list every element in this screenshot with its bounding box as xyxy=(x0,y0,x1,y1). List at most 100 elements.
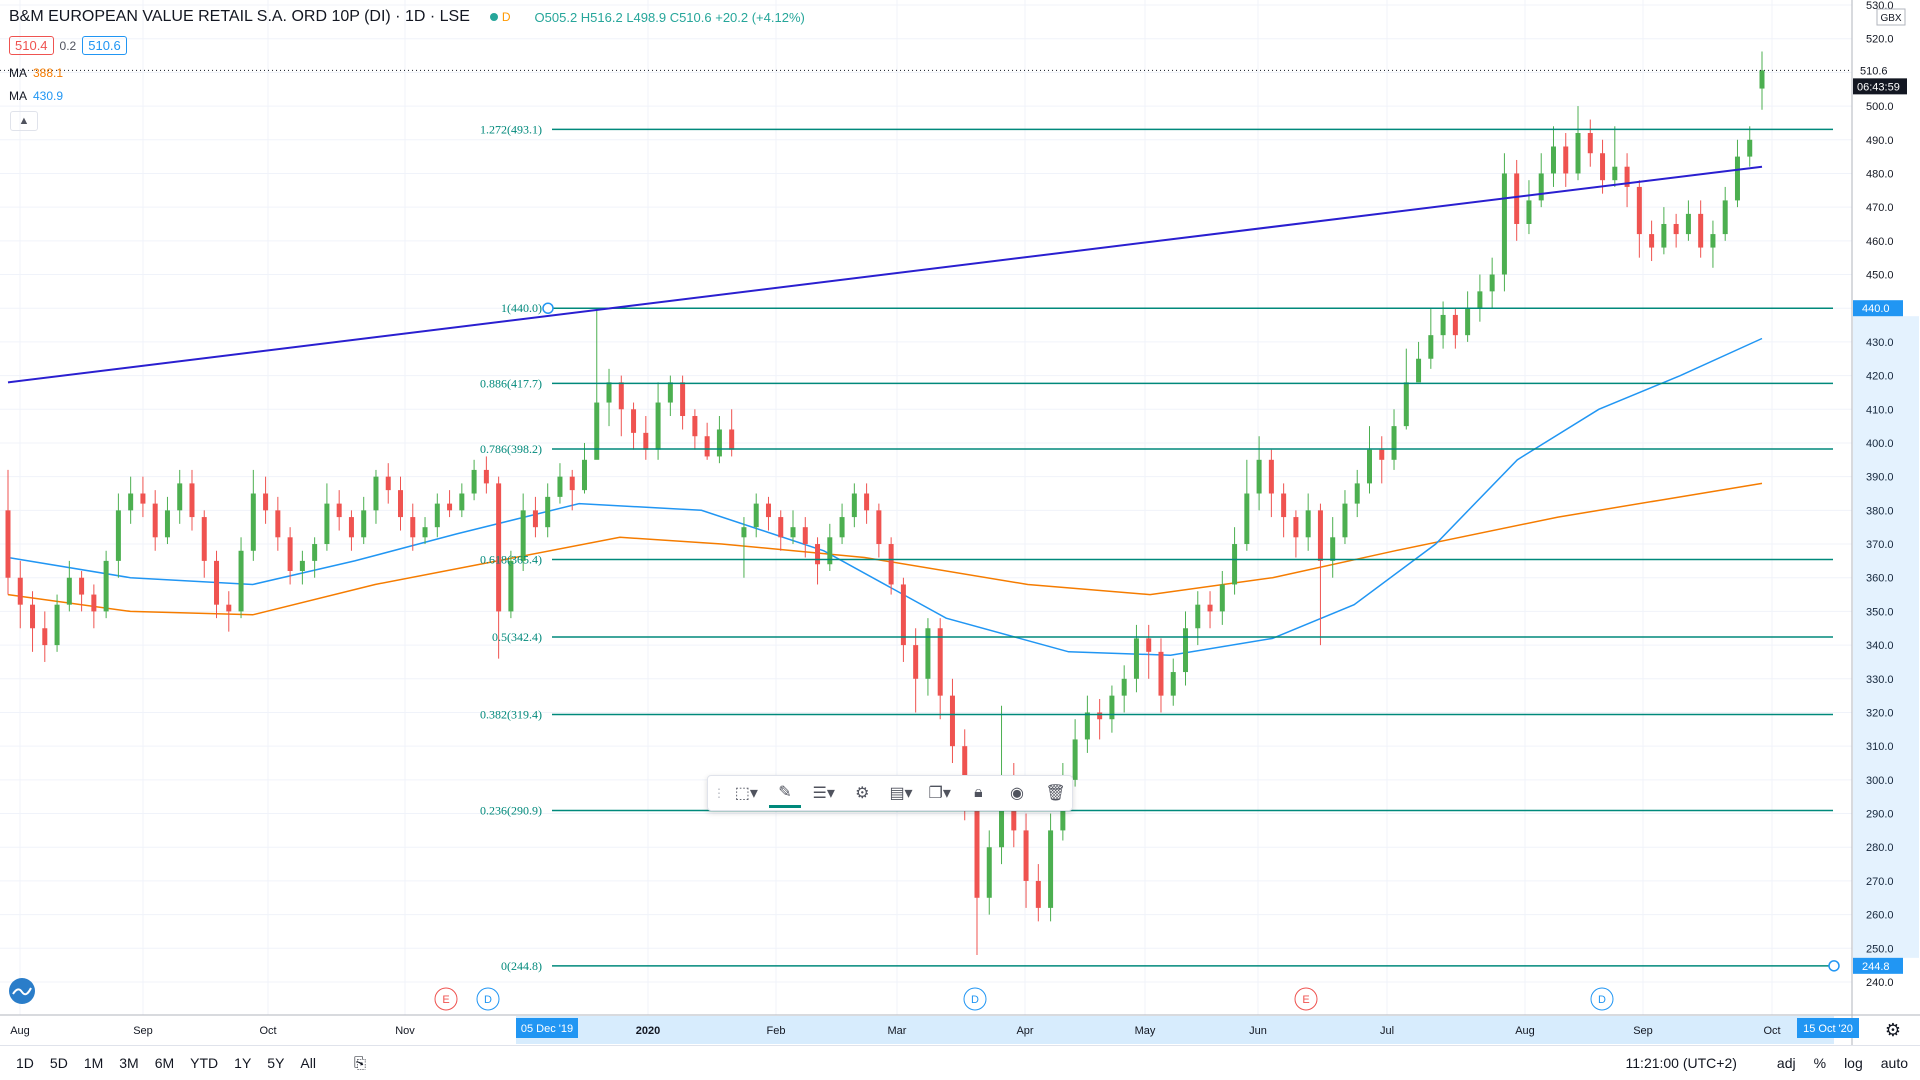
fib-bottom-price-tag xyxy=(1853,957,1903,974)
range-button-ytd[interactable]: YTD xyxy=(190,1055,219,1071)
range-button-1m[interactable]: 1M xyxy=(83,1055,104,1071)
range-button-5d[interactable]: 5D xyxy=(49,1055,68,1071)
clock-time[interactable]: 11:21:00 (UTC+2) xyxy=(1625,1055,1737,1071)
earnings-event-icon[interactable] xyxy=(1294,987,1318,1011)
range-button-6m[interactable]: 6M xyxy=(154,1055,175,1071)
candle-body xyxy=(827,537,833,565)
candle-body xyxy=(1232,544,1238,585)
candle-body xyxy=(1391,426,1397,460)
fib-handle-top[interactable] xyxy=(542,302,554,314)
candle-body xyxy=(214,560,220,605)
time-tick-label: Aug xyxy=(10,1025,30,1037)
candle-body xyxy=(1612,166,1618,181)
select-area-icon[interactable]: ⬚▾ xyxy=(734,785,758,802)
ma1-label: MA xyxy=(9,66,27,80)
symbol-title[interactable]: B&M EUROPEAN VALUE RETAIL S.A. ORD 10P (… xyxy=(9,8,470,25)
earnings-event-icon[interactable] xyxy=(434,987,458,1011)
range-button-1d[interactable]: 1D xyxy=(16,1055,34,1071)
candle-body xyxy=(999,779,1005,848)
trash-icon[interactable]: 🗑︎ xyxy=(1045,785,1066,802)
price-tick-label: 500.0 xyxy=(1866,101,1894,113)
candle-body xyxy=(361,510,367,538)
candle-body xyxy=(581,459,587,491)
bid-button[interactable]: 510.4 xyxy=(9,36,54,55)
range-button-5y[interactable]: 5Y xyxy=(267,1055,285,1071)
candle-body xyxy=(287,537,293,571)
candle-body xyxy=(385,476,391,491)
dividend-event-icon[interactable] xyxy=(1590,987,1614,1011)
fib-handle-bottom[interactable] xyxy=(1828,960,1840,972)
dividend-event-icon[interactable] xyxy=(963,987,987,1011)
candle-body xyxy=(557,476,563,497)
ma2-legend[interactable]: MA 430.9 xyxy=(9,89,63,103)
template-icon[interactable]: ▤▾ xyxy=(889,785,913,802)
price-tick-label: 520.0 xyxy=(1866,34,1894,46)
candle-body xyxy=(1207,604,1213,612)
candle-body xyxy=(1121,678,1127,696)
lock-icon[interactable]: 🔒︎ xyxy=(974,784,983,801)
price-tick-label: 380.0 xyxy=(1866,505,1894,517)
candle-body xyxy=(986,847,992,898)
range-button-all[interactable]: All xyxy=(300,1055,316,1071)
line-style-icon[interactable]: ☰▾ xyxy=(812,785,835,802)
collapse-legend-button[interactable]: ▲ xyxy=(10,111,38,131)
pencil-icon[interactable]: ✎ xyxy=(768,778,802,808)
date-range-icon[interactable]: ⎘ xyxy=(353,1054,366,1072)
eye-icon[interactable]: ◉ xyxy=(1010,785,1025,802)
time-tick-label: Mar xyxy=(888,1025,907,1037)
ask-button[interactable]: 510.6 xyxy=(82,36,127,55)
candle-body xyxy=(1661,223,1667,248)
range-button-1y[interactable]: 1Y xyxy=(234,1055,252,1071)
candle-body xyxy=(177,483,183,511)
currency-label: GBX xyxy=(1880,13,1901,24)
candle-body xyxy=(103,560,109,612)
candle-body xyxy=(1366,449,1372,484)
candle-body xyxy=(876,510,882,545)
ma2-value: 430.9 xyxy=(33,89,64,103)
price-chart[interactable]: 1.272(493.1) 1(440.0) 0.886(417.7) 0.786(39… xyxy=(0,0,1920,1045)
range-button-3m[interactable]: 3M xyxy=(119,1055,139,1071)
currency-box[interactable] xyxy=(1876,8,1906,26)
percent-toggle[interactable]: % xyxy=(1813,1055,1827,1071)
candle-body xyxy=(1452,314,1458,336)
candle-body xyxy=(79,577,85,595)
price-tick-label: 270.0 xyxy=(1866,876,1894,888)
dividend-event-icon[interactable] xyxy=(476,987,500,1011)
candle-body xyxy=(324,503,330,545)
auto-toggle[interactable]: auto xyxy=(1880,1055,1908,1071)
price-tick-label: 330.0 xyxy=(1866,674,1894,686)
candle-body xyxy=(1428,335,1434,359)
price-tick-label: 480.0 xyxy=(1866,168,1894,180)
candle-body xyxy=(692,416,698,437)
fib-level-label: 0.382(319.4) xyxy=(480,708,542,722)
candle-body xyxy=(1109,695,1115,720)
candle-body xyxy=(1256,459,1262,494)
price-tick-label: 350.0 xyxy=(1866,606,1894,618)
trend-line[interactable] xyxy=(7,165,1763,384)
candle-body xyxy=(508,560,514,612)
price-tick-label: 420.0 xyxy=(1866,371,1894,383)
candle-body xyxy=(974,796,980,898)
candle-body xyxy=(1023,830,1029,881)
price-tick-label: 410.0 xyxy=(1866,404,1894,416)
drag-handle-icon[interactable]: ⋮ xyxy=(713,786,725,800)
chart-settings-icon[interactable]: ⚙ xyxy=(1885,1020,1901,1040)
price-tick-label: 290.0 xyxy=(1866,809,1894,821)
candle-body xyxy=(716,429,722,457)
status-dot-icon xyxy=(489,13,498,21)
log-toggle[interactable]: log xyxy=(1844,1055,1863,1071)
last-price-value: 510.6 xyxy=(1860,65,1888,77)
candle-body xyxy=(643,432,649,450)
candle-body xyxy=(900,584,906,646)
clone-icon[interactable]: ❐▾ xyxy=(928,785,951,802)
settings-icon[interactable]: ⚙ xyxy=(855,785,870,802)
time-tick-label: May xyxy=(1135,1025,1156,1037)
fib-level-label: 0.236(290.9) xyxy=(480,804,542,818)
time-tick-label: Sep xyxy=(133,1025,153,1037)
bid-ask-row: 510.4 0.2 510.6 xyxy=(9,36,127,55)
event-label: D xyxy=(971,994,979,1006)
adj-toggle[interactable]: adj xyxy=(1776,1055,1796,1071)
candle-body xyxy=(54,604,60,646)
candle-body xyxy=(1097,712,1103,720)
ma1-legend[interactable]: MA 388.1 xyxy=(9,66,63,80)
